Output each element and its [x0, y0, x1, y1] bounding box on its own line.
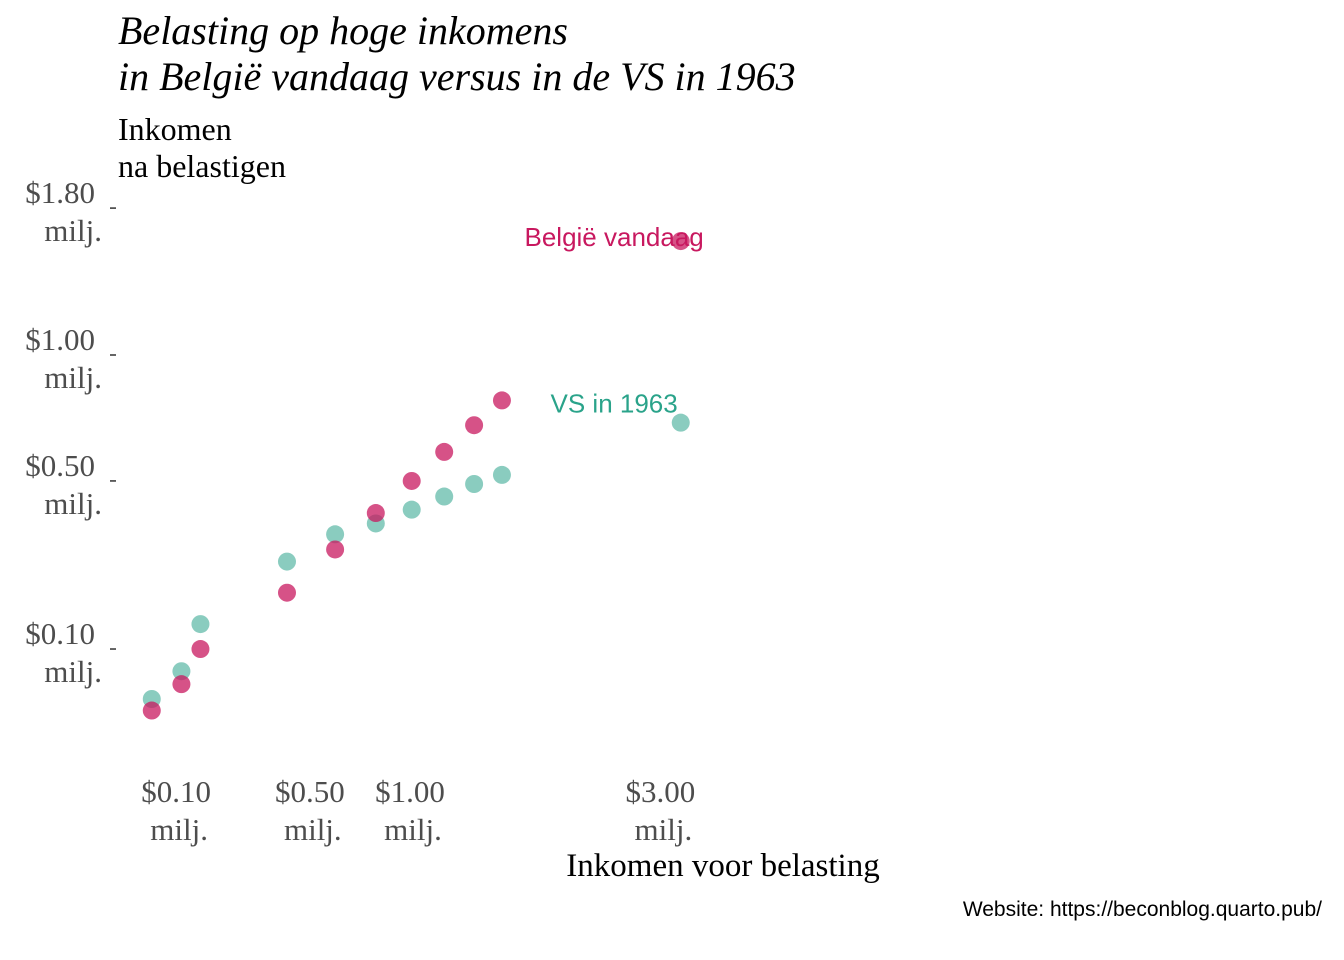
data-point: [671, 413, 690, 432]
data-points: [142, 232, 690, 720]
x-tick-unit: milj.: [284, 812, 342, 847]
data-point: [435, 487, 454, 506]
series-labels: België vandaag VS in 1963: [524, 222, 703, 418]
y-tick-unit: milj.: [44, 486, 102, 521]
y-tick-unit: milj.: [44, 213, 102, 248]
y-axis-title: Inkomen na belastigen: [118, 111, 286, 184]
data-point: [142, 701, 161, 720]
data-point: [172, 675, 191, 694]
y-tick-label: $0.10: [25, 616, 95, 651]
y-axis-title-line-1: Inkomen: [118, 111, 232, 147]
x-tick-unit: milj.: [384, 812, 442, 847]
y-tick-unit: milj.: [44, 360, 102, 395]
x-tick-label: $0.50: [275, 774, 345, 809]
data-point: [172, 662, 191, 681]
data-point: [492, 465, 511, 484]
data-point: [326, 525, 345, 544]
data-point: [402, 500, 421, 519]
data-point: [402, 471, 421, 490]
y-tick-label: $1.80: [25, 175, 95, 210]
data-point: [671, 232, 690, 251]
data-point: [366, 504, 385, 523]
data-point: [492, 391, 511, 410]
x-tick-label: $1.00: [375, 774, 445, 809]
data-point: [326, 540, 345, 559]
y-tick-unit: milj.: [44, 654, 102, 689]
series-label: VS in 1963: [551, 389, 678, 419]
x-axis-title: Inkomen voor belasting: [566, 848, 879, 884]
caption: Website: https://beconblog.quarto.pub/: [963, 898, 1322, 921]
chart-title: Belasting op hoge inkomens in België van…: [118, 8, 796, 99]
y-tick-label: $1.00: [25, 322, 95, 357]
x-tick-label: $0.10: [141, 774, 211, 809]
data-point: [191, 640, 210, 659]
chart-title-line-2: in België vandaag versus in de VS in 196…: [118, 54, 796, 99]
data-point: [435, 442, 454, 461]
y-tick-label: $0.50: [25, 448, 95, 483]
x-tick-label: $3.00: [625, 774, 695, 809]
y-axis-title-line-2: na belastigen: [118, 148, 286, 184]
x-tick-unit: milj.: [150, 812, 208, 847]
data-point: [191, 615, 210, 634]
data-point: [277, 552, 296, 571]
data-point: [465, 475, 484, 493]
x-tick-unit: milj.: [635, 812, 693, 847]
data-point: [277, 583, 296, 602]
data-point: [465, 416, 484, 435]
series-label: België vandaag: [524, 222, 703, 252]
chart-title-line-1: Belasting op hoge inkomens: [118, 8, 568, 53]
